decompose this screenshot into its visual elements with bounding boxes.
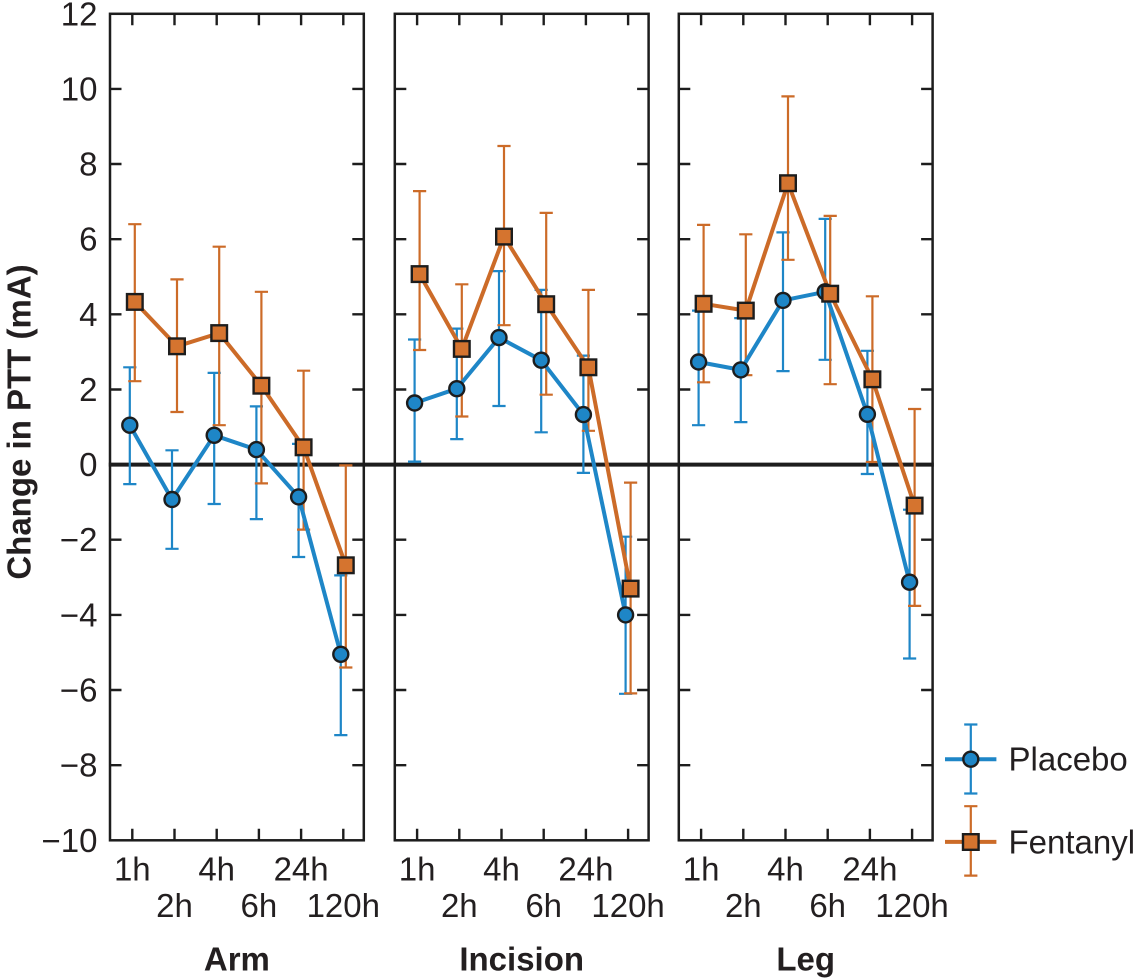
svg-text:4h: 4h — [198, 851, 235, 888]
svg-text:24h: 24h — [274, 851, 329, 888]
svg-text:6h: 6h — [241, 887, 278, 924]
svg-text:0: 0 — [79, 446, 97, 483]
svg-text:Leg: Leg — [776, 941, 835, 978]
svg-text:4: 4 — [79, 296, 97, 333]
svg-text:2h: 2h — [156, 887, 193, 924]
svg-text:6: 6 — [79, 221, 97, 258]
svg-text:Fentanyl: Fentanyl — [1009, 823, 1134, 860]
svg-text:Change in PTT (mA): Change in PTT (mA) — [1, 264, 38, 579]
svg-text:4h: 4h — [483, 851, 520, 888]
svg-text:−10: −10 — [42, 822, 98, 859]
svg-text:12: 12 — [61, 0, 98, 32]
svg-text:−2: −2 — [60, 521, 98, 558]
svg-text:Incision: Incision — [459, 941, 584, 978]
svg-text:10: 10 — [61, 70, 98, 107]
svg-text:120h: 120h — [307, 887, 380, 924]
svg-text:4h: 4h — [767, 851, 804, 888]
svg-text:8: 8 — [79, 146, 97, 183]
svg-text:120h: 120h — [875, 887, 948, 924]
svg-text:−4: −4 — [60, 596, 98, 633]
svg-text:2h: 2h — [441, 887, 478, 924]
svg-text:6h: 6h — [809, 887, 846, 924]
svg-text:−6: −6 — [60, 672, 98, 709]
svg-text:24h: 24h — [558, 851, 613, 888]
svg-text:Arm: Arm — [204, 941, 270, 978]
svg-text:Placebo: Placebo — [1009, 741, 1128, 778]
svg-text:24h: 24h — [842, 851, 897, 888]
svg-text:2h: 2h — [725, 887, 762, 924]
svg-text:6h: 6h — [525, 887, 562, 924]
svg-text:1h: 1h — [114, 851, 151, 888]
svg-text:1h: 1h — [399, 851, 436, 888]
svg-text:1h: 1h — [683, 851, 720, 888]
svg-text:−8: −8 — [60, 747, 98, 784]
svg-text:120h: 120h — [591, 887, 664, 924]
svg-text:2: 2 — [79, 371, 97, 408]
